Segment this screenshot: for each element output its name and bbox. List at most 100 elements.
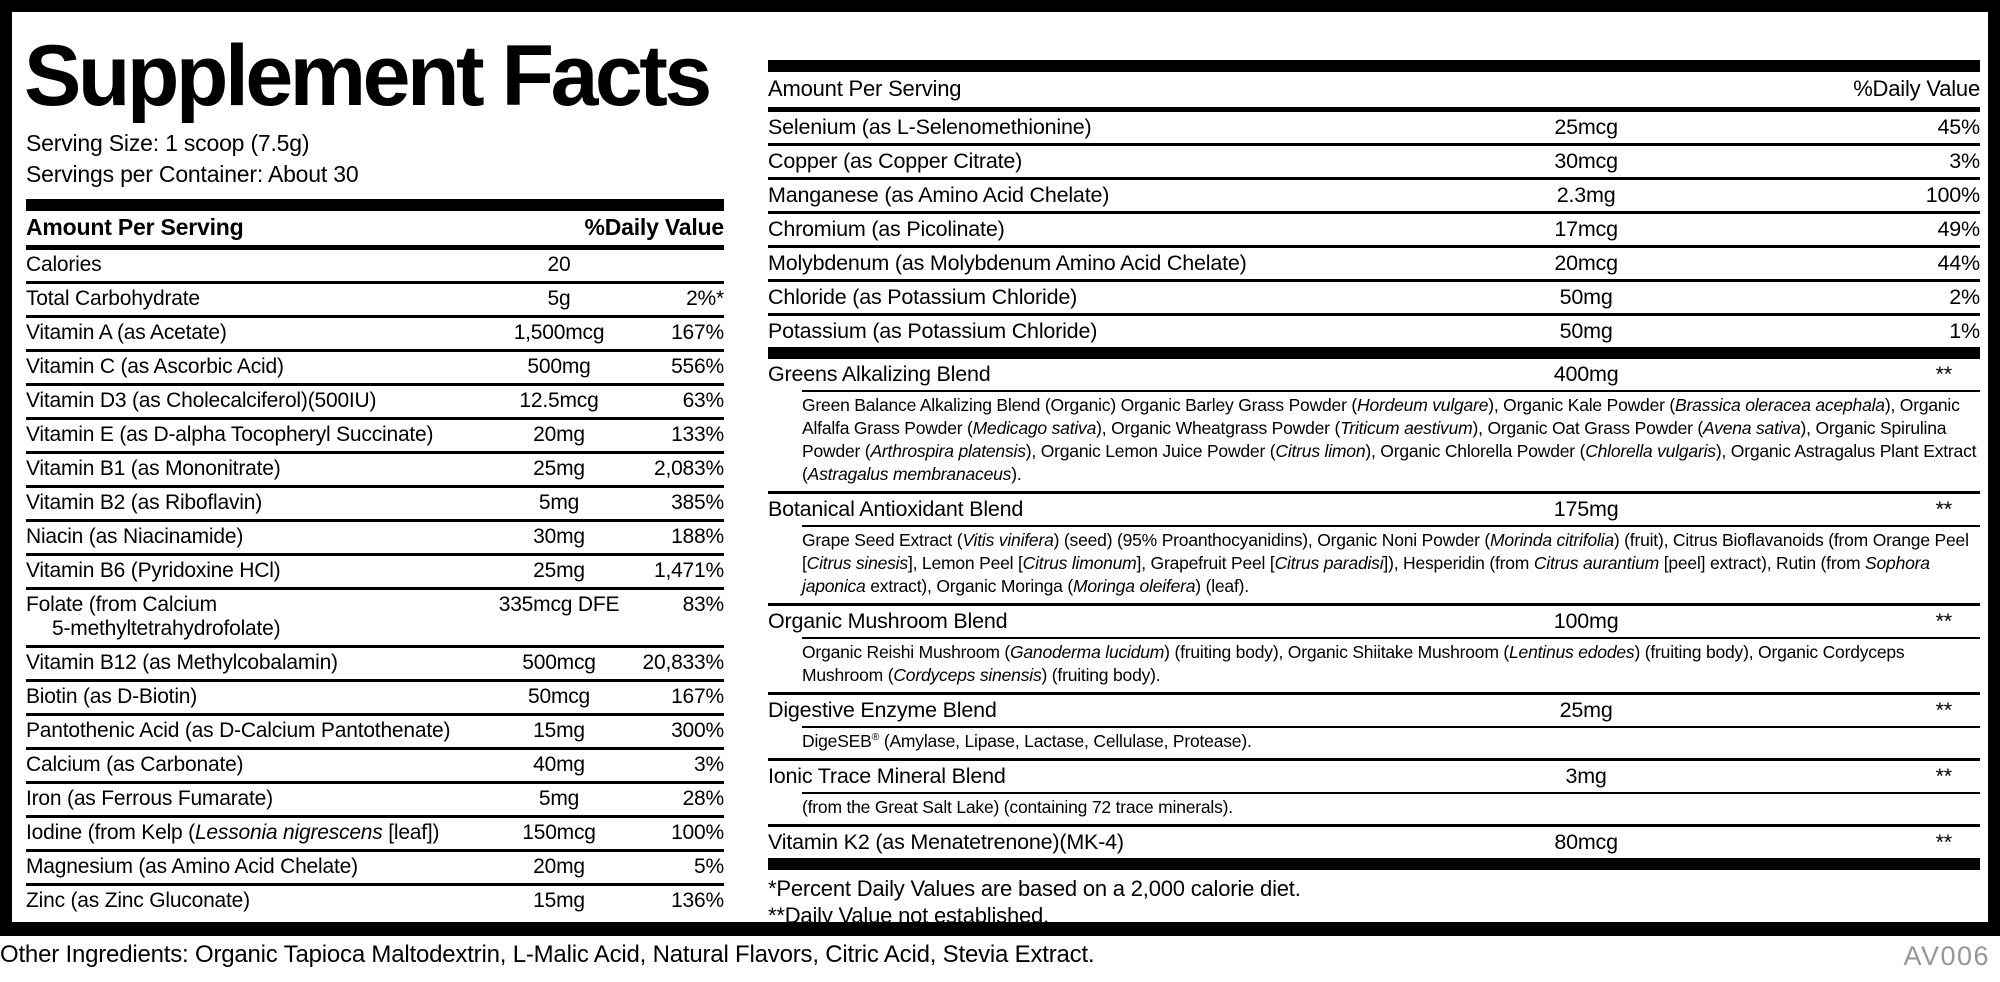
nutrient-row: Calories 20: [26, 250, 724, 284]
right-nutrient-table: Selenium (as L-Selenomethionine) 25mcg 4…: [768, 112, 1980, 347]
blend-description: DigeSEB® (Amylase, Lipase, Lactase, Cell…: [802, 731, 1252, 751]
nutrient-daily-value: 167%: [671, 684, 724, 708]
daily-value-header: %Daily Value: [1853, 76, 1980, 101]
nutrient-row: Chromium (as Picolinate) 17mcg 49%: [768, 214, 1980, 248]
nutrient-amount: 20: [547, 252, 571, 276]
nutrient-row: Vitamin A (as Acetate) 1,500mcg 167%: [26, 318, 724, 352]
nutrient-amount: 500mcg: [522, 650, 596, 674]
product-code: AV006: [1903, 941, 1990, 971]
nutrient-row: Manganese (as Amino Acid Chelate) 2.3mg …: [768, 180, 1980, 214]
nutrient-daily-value: 45%: [1937, 115, 1981, 139]
nutrient-row: Vitamin E (as D-alpha Tocopheryl Succina…: [26, 420, 724, 454]
nutrient-amount: 30mg: [533, 524, 585, 548]
nutrient-row: Iron (as Ferrous Fumarate) 5mg 28%: [26, 784, 724, 818]
nutrient-daily-value: 556%: [671, 354, 724, 378]
nutrient-name: Vitamin B12 (as Methylcobalamin): [26, 650, 338, 674]
blend-name: Ionic Trace Mineral Blend: [768, 764, 1006, 788]
footnotes: *Percent Daily Values are based on a 2,0…: [768, 870, 1980, 929]
blend-description: (from the Great Salt Lake) (containing 7…: [802, 797, 1233, 817]
blend-daily-value: **: [1935, 698, 1953, 722]
blend-amount: 25mg: [1559, 698, 1613, 722]
nutrient-row: Total Carbohydrate 5g 2%*: [26, 284, 724, 318]
nutrient-name: Vitamin E (as D-alpha Tocopheryl Succina…: [26, 422, 434, 446]
nutrient-name: Magnesium (as Amino Acid Chelate): [26, 854, 358, 878]
nutrient-amount: 12.5mcg: [519, 388, 599, 412]
section-divider-bar: [768, 60, 1980, 72]
blend-name: Vitamin K2 (as Menatetrenone)(MK-4): [768, 830, 1124, 854]
blend-section: Greens Alkalizing Blend 400mg ** Green B…: [768, 359, 1980, 494]
blend-description-wrap: (from the Great Salt Lake) (containing 7…: [802, 792, 1980, 824]
nutrient-row: Molybdenum (as Molybdenum Amino Acid Che…: [768, 248, 1980, 282]
nutrient-row: Vitamin D3 (as Cholecalciferol)(500IU) 1…: [26, 386, 724, 420]
nutrient-row: Calcium (as Carbonate) 40mg 3%: [26, 750, 724, 784]
daily-value-header: %Daily Value: [584, 213, 724, 240]
page-title: Supplement Facts: [24, 28, 712, 124]
nutrient-amount: 17mcg: [1554, 217, 1618, 241]
blend-description-wrap: DigeSEB® (Amylase, Lipase, Lactase, Cell…: [802, 726, 1980, 758]
nutrient-name: Niacin (as Niacinamide): [26, 524, 244, 548]
nutrient-name: Vitamin C (as Ascorbic Acid): [26, 354, 284, 378]
nutrient-amount: 335mcg DFE: [498, 592, 620, 616]
blend-row: Botanical Antioxidant Blend 175mg **: [768, 494, 1980, 525]
nutrient-amount: 25mg: [533, 456, 585, 480]
nutrient-name: Zinc (as Zinc Gluconate): [26, 888, 250, 912]
nutrient-row: Zinc (as Zinc Gluconate) 15mg 136%: [26, 886, 724, 917]
blend-name: Digestive Enzyme Blend: [768, 698, 997, 722]
servings-per-container-text: Servings per Container: About 30: [26, 160, 359, 187]
blend-daily-value: **: [1935, 609, 1953, 633]
nutrient-amount: 150mcg: [522, 820, 596, 844]
nutrient-amount: 25mcg: [1554, 115, 1618, 139]
nutrient-amount: 500mg: [527, 354, 591, 378]
blend-name: Greens Alkalizing Blend: [768, 362, 991, 386]
left-panel: Supplement Facts Serving Size: 1 scoop (…: [12, 12, 724, 922]
nutrient-daily-value: 2%: [1949, 285, 1980, 309]
right-table-header: Amount Per Serving %Daily Value: [768, 72, 1980, 112]
nutrient-row: Magnesium (as Amino Acid Chelate) 20mg 5…: [26, 852, 724, 886]
nutrient-daily-value: 83%: [682, 592, 725, 616]
nutrient-amount: 20mg: [533, 854, 585, 878]
nutrient-name: Total Carbohydrate: [26, 286, 200, 310]
nutrient-daily-value: 2%*: [686, 286, 724, 310]
nutrient-name: Copper (as Copper Citrate): [768, 149, 1023, 173]
nutrient-row: Vitamin C (as Ascorbic Acid) 500mg 556%: [26, 352, 724, 386]
nutrient-amount: 30mcg: [1554, 149, 1618, 173]
nutrient-name: Vitamin D3 (as Cholecalciferol)(500IU): [26, 388, 377, 412]
nutrient-daily-value: 167%: [671, 320, 724, 344]
nutrient-row: Vitamin B2 (as Riboflavin) 5mg 385%: [26, 488, 724, 522]
nutrient-amount: 25mg: [533, 558, 585, 582]
nutrient-name: Manganese (as Amino Acid Chelate): [768, 183, 1110, 207]
nutrient-name: Molybdenum (as Molybdenum Amino Acid Che…: [768, 251, 1247, 275]
nutrient-amount: 15mg: [533, 718, 585, 742]
blend-description: Grape Seed Extract (Vitis vinifera) (see…: [802, 530, 1969, 596]
blend-description-wrap: Grape Seed Extract (Vitis vinifera) (see…: [802, 525, 1980, 603]
nutrient-daily-value: 100%: [671, 820, 724, 844]
blend-description: Green Balance Alkalizing Blend (Organic)…: [802, 395, 1977, 484]
nutrient-daily-value: 300%: [671, 718, 724, 742]
section-divider-bar: [768, 347, 1980, 359]
blend-section: Botanical Antioxidant Blend 175mg ** Gra…: [768, 494, 1980, 606]
nutrient-name: Vitamin A (as Acetate): [26, 320, 227, 344]
nutrient-name: Vitamin B2 (as Riboflavin): [26, 490, 263, 514]
blend-amount: 3mg: [1565, 764, 1607, 788]
amount-per-serving-header: Amount Per Serving: [26, 213, 244, 240]
nutrient-daily-value: 3%: [1949, 149, 1980, 173]
nutrient-daily-value: 1%: [1949, 319, 1980, 343]
blend-row: Ionic Trace Mineral Blend 3mg **: [768, 761, 1980, 792]
nutrient-name: Vitamin B6 (Pyridoxine HCl): [26, 558, 281, 582]
blend-list: Greens Alkalizing Blend 400mg ** Green B…: [768, 359, 1980, 858]
nutrient-daily-value: 49%: [1937, 217, 1981, 241]
blend-amount: 400mg: [1553, 362, 1619, 386]
footnote-percent-daily-values: *Percent Daily Values are based on a 2,0…: [768, 876, 1301, 901]
nutrient-amount: 50mcg: [527, 684, 591, 708]
nutrient-row: Vitamin B1 (as Mononitrate) 25mg 2,083%: [26, 454, 724, 488]
nutrient-name: Selenium (as L-Selenomethionine): [768, 115, 1092, 139]
other-ingredients-text: Other Ingredients: Organic Tapioca Malto…: [0, 941, 1095, 968]
nutrient-row: Chloride (as Potassium Chloride) 50mg 2%: [768, 282, 1980, 316]
footer: Other Ingredients: Organic Tapioca Malto…: [0, 941, 2000, 972]
blend-section: Ionic Trace Mineral Blend 3mg ** (from t…: [768, 761, 1980, 827]
nutrient-amount: 20mg: [533, 422, 585, 446]
nutrient-amount: 5mg: [538, 786, 580, 810]
footnote-daily-value-not-established: **Daily Value not established.: [768, 903, 1049, 928]
amount-per-serving-header: Amount Per Serving: [768, 76, 962, 101]
section-divider-bar: [768, 858, 1980, 870]
